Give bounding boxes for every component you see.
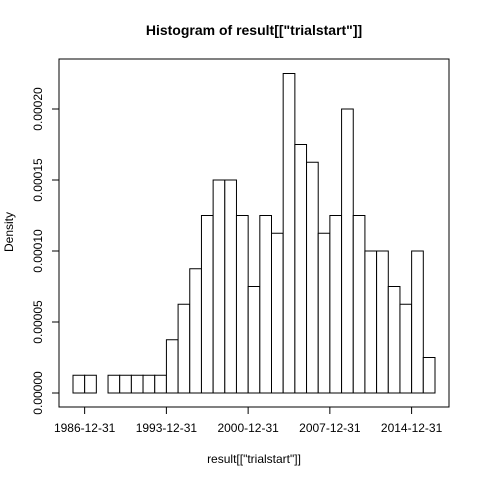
x-tick-label-5: 2014-12-31 bbox=[381, 421, 443, 435]
x-axis-label: result[["trialstart"]] bbox=[207, 452, 301, 466]
histogram-bar-22 bbox=[317, 232, 331, 394]
histogram-bar-19 bbox=[282, 73, 296, 394]
histogram-bar-9 bbox=[165, 339, 179, 394]
histogram-bar-6 bbox=[130, 374, 144, 394]
y-tick-label-5: 0.00020 bbox=[31, 87, 45, 131]
histogram-bar-23 bbox=[329, 215, 343, 394]
histogram-bar-28 bbox=[387, 286, 401, 394]
histogram-bars bbox=[72, 73, 436, 394]
x-tick-label-1: 1986-12-31 bbox=[54, 421, 116, 435]
x-axis: 1986-12-31 1993-12-31 2000-12-31 2007-12-31… bbox=[54, 406, 443, 435]
histogram-bar-4 bbox=[107, 374, 121, 394]
histogram-bar-7 bbox=[142, 374, 156, 394]
histogram-bar-5 bbox=[119, 374, 132, 394]
histogram-bar-16 bbox=[247, 286, 261, 394]
histogram-bar-8 bbox=[154, 374, 167, 394]
histogram-bar-11 bbox=[189, 268, 202, 394]
histogram-bar-18 bbox=[271, 232, 284, 394]
histogram-bar-14 bbox=[224, 179, 237, 394]
chart-title: Histogram of result[["trialstart"]] bbox=[146, 22, 362, 38]
y-axis: 0.00000 0.00005 0.00010 0.00015 0.00020 bbox=[31, 87, 60, 415]
histogram-bar-29 bbox=[399, 303, 413, 394]
histogram-bar-17 bbox=[259, 215, 272, 394]
x-tick-label-2: 1993-12-31 bbox=[136, 421, 198, 435]
histogram-bar-2 bbox=[84, 374, 97, 394]
y-tick-label-3: 0.00010 bbox=[31, 229, 45, 273]
histogram-bar-13 bbox=[212, 179, 226, 394]
histogram-bar-21 bbox=[306, 161, 319, 394]
histogram-bar-25 bbox=[352, 215, 366, 394]
histogram-bar-12 bbox=[200, 215, 214, 394]
histogram-bar-10 bbox=[177, 303, 191, 394]
histogram-bar-30 bbox=[411, 250, 424, 394]
x-tick-label-4: 2007-12-31 bbox=[299, 421, 361, 435]
y-tick-label-1: 0.00000 bbox=[31, 371, 45, 415]
histogram-bar-26 bbox=[364, 250, 378, 394]
y-tick-label-2: 0.00005 bbox=[31, 300, 45, 344]
y-axis-label: Density bbox=[2, 212, 16, 252]
histogram-bar-20 bbox=[294, 144, 308, 394]
y-tick-label-4: 0.00015 bbox=[31, 158, 45, 202]
histogram-bar-27 bbox=[376, 250, 389, 394]
histogram-bar-15 bbox=[235, 215, 249, 394]
histogram-bar-24 bbox=[341, 108, 354, 394]
histogram-bar-1 bbox=[72, 374, 86, 394]
histogram-bar-31 bbox=[422, 357, 436, 394]
x-tick-label-3: 2000-12-31 bbox=[217, 421, 279, 435]
